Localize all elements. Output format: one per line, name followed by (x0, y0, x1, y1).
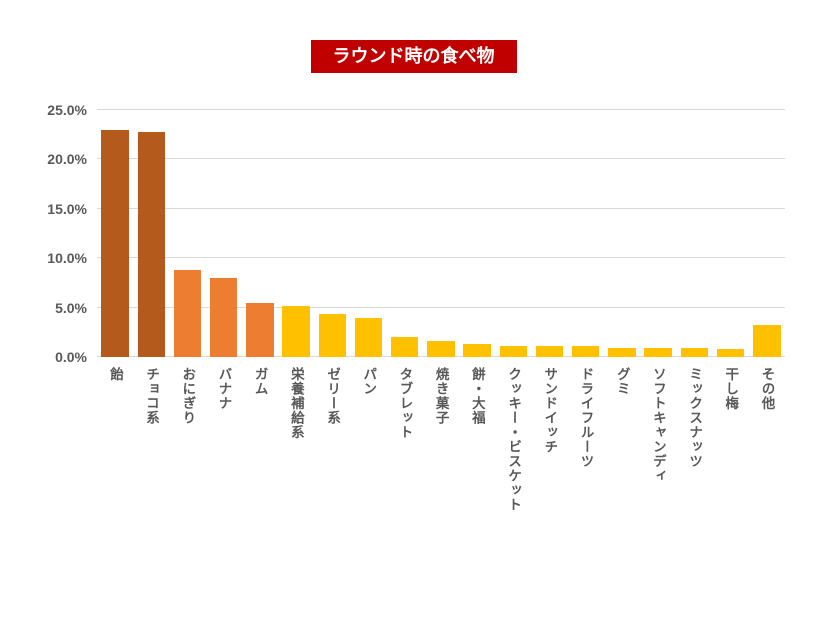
bar-13 (535, 346, 564, 357)
x-tick-label: ゼリー系 (325, 367, 341, 425)
x-label-slot: パン (350, 367, 386, 396)
bar-slot (495, 110, 531, 357)
bar-15 (608, 348, 636, 357)
gridline (97, 257, 785, 259)
bar-9 (390, 337, 419, 357)
bar-2 (137, 131, 166, 357)
x-label-slot: 栄養補給系 (278, 367, 314, 440)
x-tick-label: パン (361, 367, 377, 396)
x-label-slot: クッキー・ビスケット (495, 367, 531, 512)
bar-11 (463, 344, 491, 357)
x-tick-label: ミックスナッツ (687, 367, 703, 469)
bar-18 (716, 349, 745, 357)
bar-slot (278, 110, 314, 357)
x-label-slot: その他 (749, 367, 785, 411)
bar-4 (209, 277, 238, 357)
bar-slot (531, 110, 567, 357)
x-label-slot: タブレット (387, 367, 423, 440)
x-label-slot: サンドイッチ (531, 367, 567, 454)
bar-slot (97, 110, 133, 357)
x-label-slot: ゼリー系 (314, 367, 350, 425)
x-label-slot: ガム (242, 367, 278, 396)
x-axis: 飴 チョコ系 おにぎり バナナ ガム 栄養補給系 ゼリー系 パン タブレット 焼き菓子 餅・大福 クッ… (97, 367, 785, 617)
x-label-slot: チョコ系 (133, 367, 169, 425)
x-tick-label: その他 (759, 367, 775, 411)
gridline (97, 207, 785, 209)
x-tick-label: タブレット (397, 367, 413, 440)
bar-16 (644, 348, 672, 357)
chart-title: ラウンド時の食べ物 (0, 40, 827, 73)
x-tick-label: クッキー・ビスケット (506, 367, 522, 512)
y-tick-label: 0.0% (55, 349, 87, 365)
y-tick-label: 15.0% (47, 200, 87, 217)
x-tick-label: 焼き菓子 (433, 367, 449, 425)
bar-slot (749, 110, 785, 357)
x-label-slot: グミ (604, 367, 640, 396)
bar-slot (206, 110, 242, 357)
gridline (97, 158, 785, 160)
bar-slot (676, 110, 712, 357)
bar-slot (242, 110, 278, 357)
bar-slot (350, 110, 386, 357)
bar-7 (318, 313, 347, 357)
y-tick-label: 20.0% (47, 151, 87, 168)
bar-1 (101, 129, 129, 357)
x-tick-label: ドライフルーツ (578, 367, 594, 469)
y-axis: 0.0% 5.0% 10.0% 15.0% 20.0% 25.0% (25, 102, 87, 365)
bar-slot (314, 110, 350, 357)
bar-17 (680, 348, 709, 357)
x-tick-label: グミ (614, 367, 630, 396)
x-tick-label: 飴 (107, 367, 123, 382)
gridline (97, 306, 785, 308)
bar-slot (604, 110, 640, 357)
bar-slot (423, 110, 459, 357)
x-tick-label: サンドイッチ (542, 367, 558, 454)
x-label-slot: ドライフルーツ (568, 367, 604, 469)
bar-slot (133, 110, 169, 357)
x-tick-label: チョコ系 (144, 367, 160, 425)
bar-slot (712, 110, 748, 357)
bar-8 (354, 318, 383, 357)
x-label-slot: ソフトキャンディ (640, 367, 676, 483)
bar-19 (753, 325, 781, 357)
x-label-slot: 飴 (97, 367, 133, 382)
x-tick-label: 餅・大福 (469, 367, 485, 425)
bar-series (97, 110, 785, 357)
x-tick-label: おにぎり (180, 367, 196, 425)
chart-title-label: ラウンド時の食べ物 (310, 40, 517, 73)
x-tick-label: 干し梅 (723, 367, 739, 411)
bar-12 (499, 346, 528, 357)
x-label-slot: 干し梅 (712, 367, 748, 411)
x-label-slot: 餅・大福 (459, 367, 495, 425)
x-label-slot: 焼き菓子 (423, 367, 459, 425)
y-tick-label: 25.0% (47, 102, 87, 118)
y-tick-label: 5.0% (55, 299, 87, 316)
bar-6 (282, 305, 310, 357)
bar-10 (427, 341, 455, 357)
x-tick-label: ガム (252, 367, 268, 396)
bar-slot (169, 110, 205, 357)
bar-slot (640, 110, 676, 357)
bar-slot (568, 110, 604, 357)
bar-14 (571, 346, 600, 357)
x-label-slot: おにぎり (169, 367, 205, 425)
bar-slot (459, 110, 495, 357)
x-label-slot: ミックスナッツ (676, 367, 712, 469)
x-tick-label: ソフトキャンディ (650, 367, 666, 483)
x-tick-label: 栄養補給系 (288, 367, 304, 440)
bar-5 (246, 302, 274, 357)
bar-slot (387, 110, 423, 357)
y-tick-label: 10.0% (47, 250, 87, 267)
gridline (97, 109, 785, 110)
x-tick-label: バナナ (216, 367, 232, 411)
bar-3 (173, 270, 202, 357)
x-label-slot: バナナ (206, 367, 242, 411)
